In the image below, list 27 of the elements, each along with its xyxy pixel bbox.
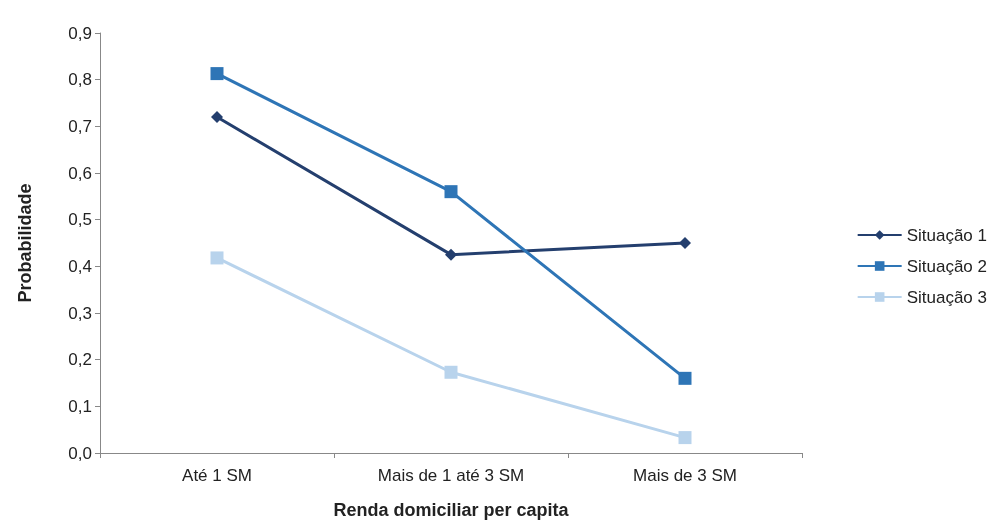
x-axis-title: Renda domiciliar per capita: [333, 500, 570, 520]
point: [679, 237, 691, 249]
point: [678, 431, 692, 445]
y-tick-label: 0,7: [68, 116, 92, 136]
point: [445, 248, 457, 261]
y-tick-label: 0,1: [68, 396, 92, 416]
point: [210, 251, 224, 265]
point: [211, 111, 223, 123]
legend-label: Situação 2: [906, 256, 988, 276]
x-tick-label: Até 1 SM: [182, 466, 252, 485]
y-tick-label: 0,9: [68, 23, 92, 43]
legend-label: Situação 3: [906, 287, 988, 307]
point: [210, 67, 224, 81]
y-tick-label: 0,0: [68, 443, 92, 463]
y-tick-label: 0,8: [68, 70, 92, 90]
y-tick-label: 0,3: [68, 303, 92, 323]
y-tick-label: 0,6: [68, 163, 92, 183]
point: [444, 365, 458, 379]
point: [444, 185, 458, 199]
y-axis-title: Probabilidade: [15, 183, 35, 303]
y-tick-label: 0,5: [68, 210, 92, 230]
y-tick-label: 0,2: [68, 350, 92, 370]
point: [678, 371, 692, 385]
x-tick-label: Mais de 1 até 3 SM: [377, 466, 525, 485]
legend-label: Situação 1: [906, 225, 988, 245]
x-tick-label: Mais de 3 SM: [633, 466, 737, 485]
y-tick-label: 0,4: [68, 256, 92, 276]
